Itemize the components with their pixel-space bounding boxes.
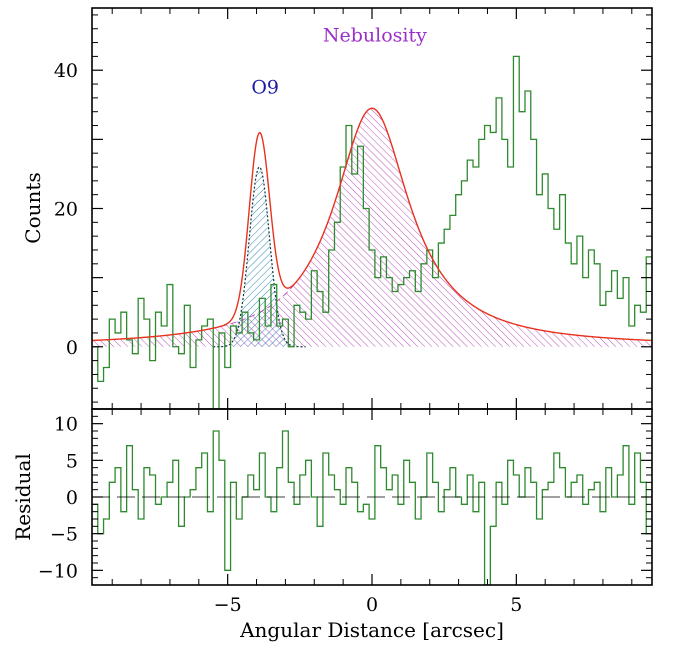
total-fit-curve [92, 107, 652, 342]
top-panel-histogram [92, 55, 652, 409]
top-y-tick-label: 0 [66, 337, 78, 359]
bottom-y-tick-label: −10 [38, 560, 78, 582]
bottom-y-tick-label: 10 [54, 414, 78, 436]
bottom-panel-histogram [92, 430, 652, 585]
bottom-y-tick-label: 5 [66, 450, 78, 472]
residual-histogram [92, 430, 652, 585]
x-axis-title: Angular Distance [arcsec] [239, 618, 504, 642]
nebulosity-annotation: Nebulosity [323, 25, 427, 47]
bottom-y-tick-label: 0 [66, 487, 78, 509]
bottom-y-axis-title: Residual [11, 453, 35, 541]
nebulosity-hatched-area [92, 108, 652, 347]
x-tick-label: 5 [510, 594, 522, 616]
top-panel-ticks: 0 20 40 [54, 8, 652, 409]
x-tick-label: 0 [366, 594, 378, 616]
x-tick-label: −5 [214, 594, 242, 616]
bottom-panel-ticks: −5 0 5 −10 −5 0 5 10 [38, 409, 652, 616]
bottom-y-tick-label: −5 [50, 524, 78, 546]
counts-histogram [92, 55, 652, 409]
top-y-tick-label: 20 [54, 199, 78, 221]
top-y-axis-title: Counts [21, 172, 45, 243]
top-y-tick-label: 40 [54, 60, 78, 82]
o9-component-curve [213, 166, 306, 348]
o9-hatched-area [213, 167, 306, 347]
top-panel-fit-curves [92, 107, 652, 342]
o9-annotation: O9 [251, 77, 279, 99]
top-panel-component-fills [92, 107, 652, 348]
